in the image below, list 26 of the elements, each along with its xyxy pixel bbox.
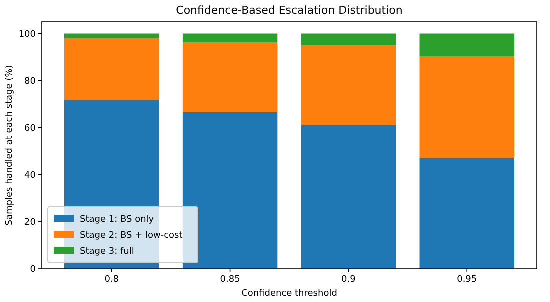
- bar: [64, 38, 160, 100]
- bar: [420, 158, 514, 269]
- bar: [301, 125, 396, 269]
- y-tick-label: 60: [24, 124, 36, 134]
- y-tick-label: 100: [18, 30, 36, 40]
- bar: [301, 46, 396, 126]
- x-tick-label: 0.95: [457, 275, 478, 285]
- chart-title: Confidence-Based Escalation Distribution: [176, 4, 403, 17]
- y-tick-label: 20: [24, 218, 36, 228]
- bar: [420, 34, 514, 57]
- x-tick-label: 0.8: [104, 275, 120, 285]
- y-tick-label: 0: [30, 265, 36, 276]
- bar: [182, 112, 278, 269]
- bar: [182, 34, 278, 42]
- legend-label: Stage 1: BS only: [80, 215, 155, 225]
- legend-label: Stage 2: BS + low-cost: [80, 231, 184, 241]
- bar: [420, 56, 514, 158]
- y-axis-title: Samples handled at each stage (%): [5, 65, 15, 226]
- legend-label: Stage 3: full: [80, 247, 134, 257]
- y-tick-label: 40: [24, 171, 36, 182]
- x-tick-label: 0.85: [220, 275, 240, 285]
- x-tick-label: 0.9: [342, 275, 356, 285]
- x-axis-title: Confidence threshold: [242, 289, 338, 299]
- bar: [301, 34, 396, 46]
- y-tick-label: 80: [24, 76, 36, 87]
- bar: [182, 42, 278, 112]
